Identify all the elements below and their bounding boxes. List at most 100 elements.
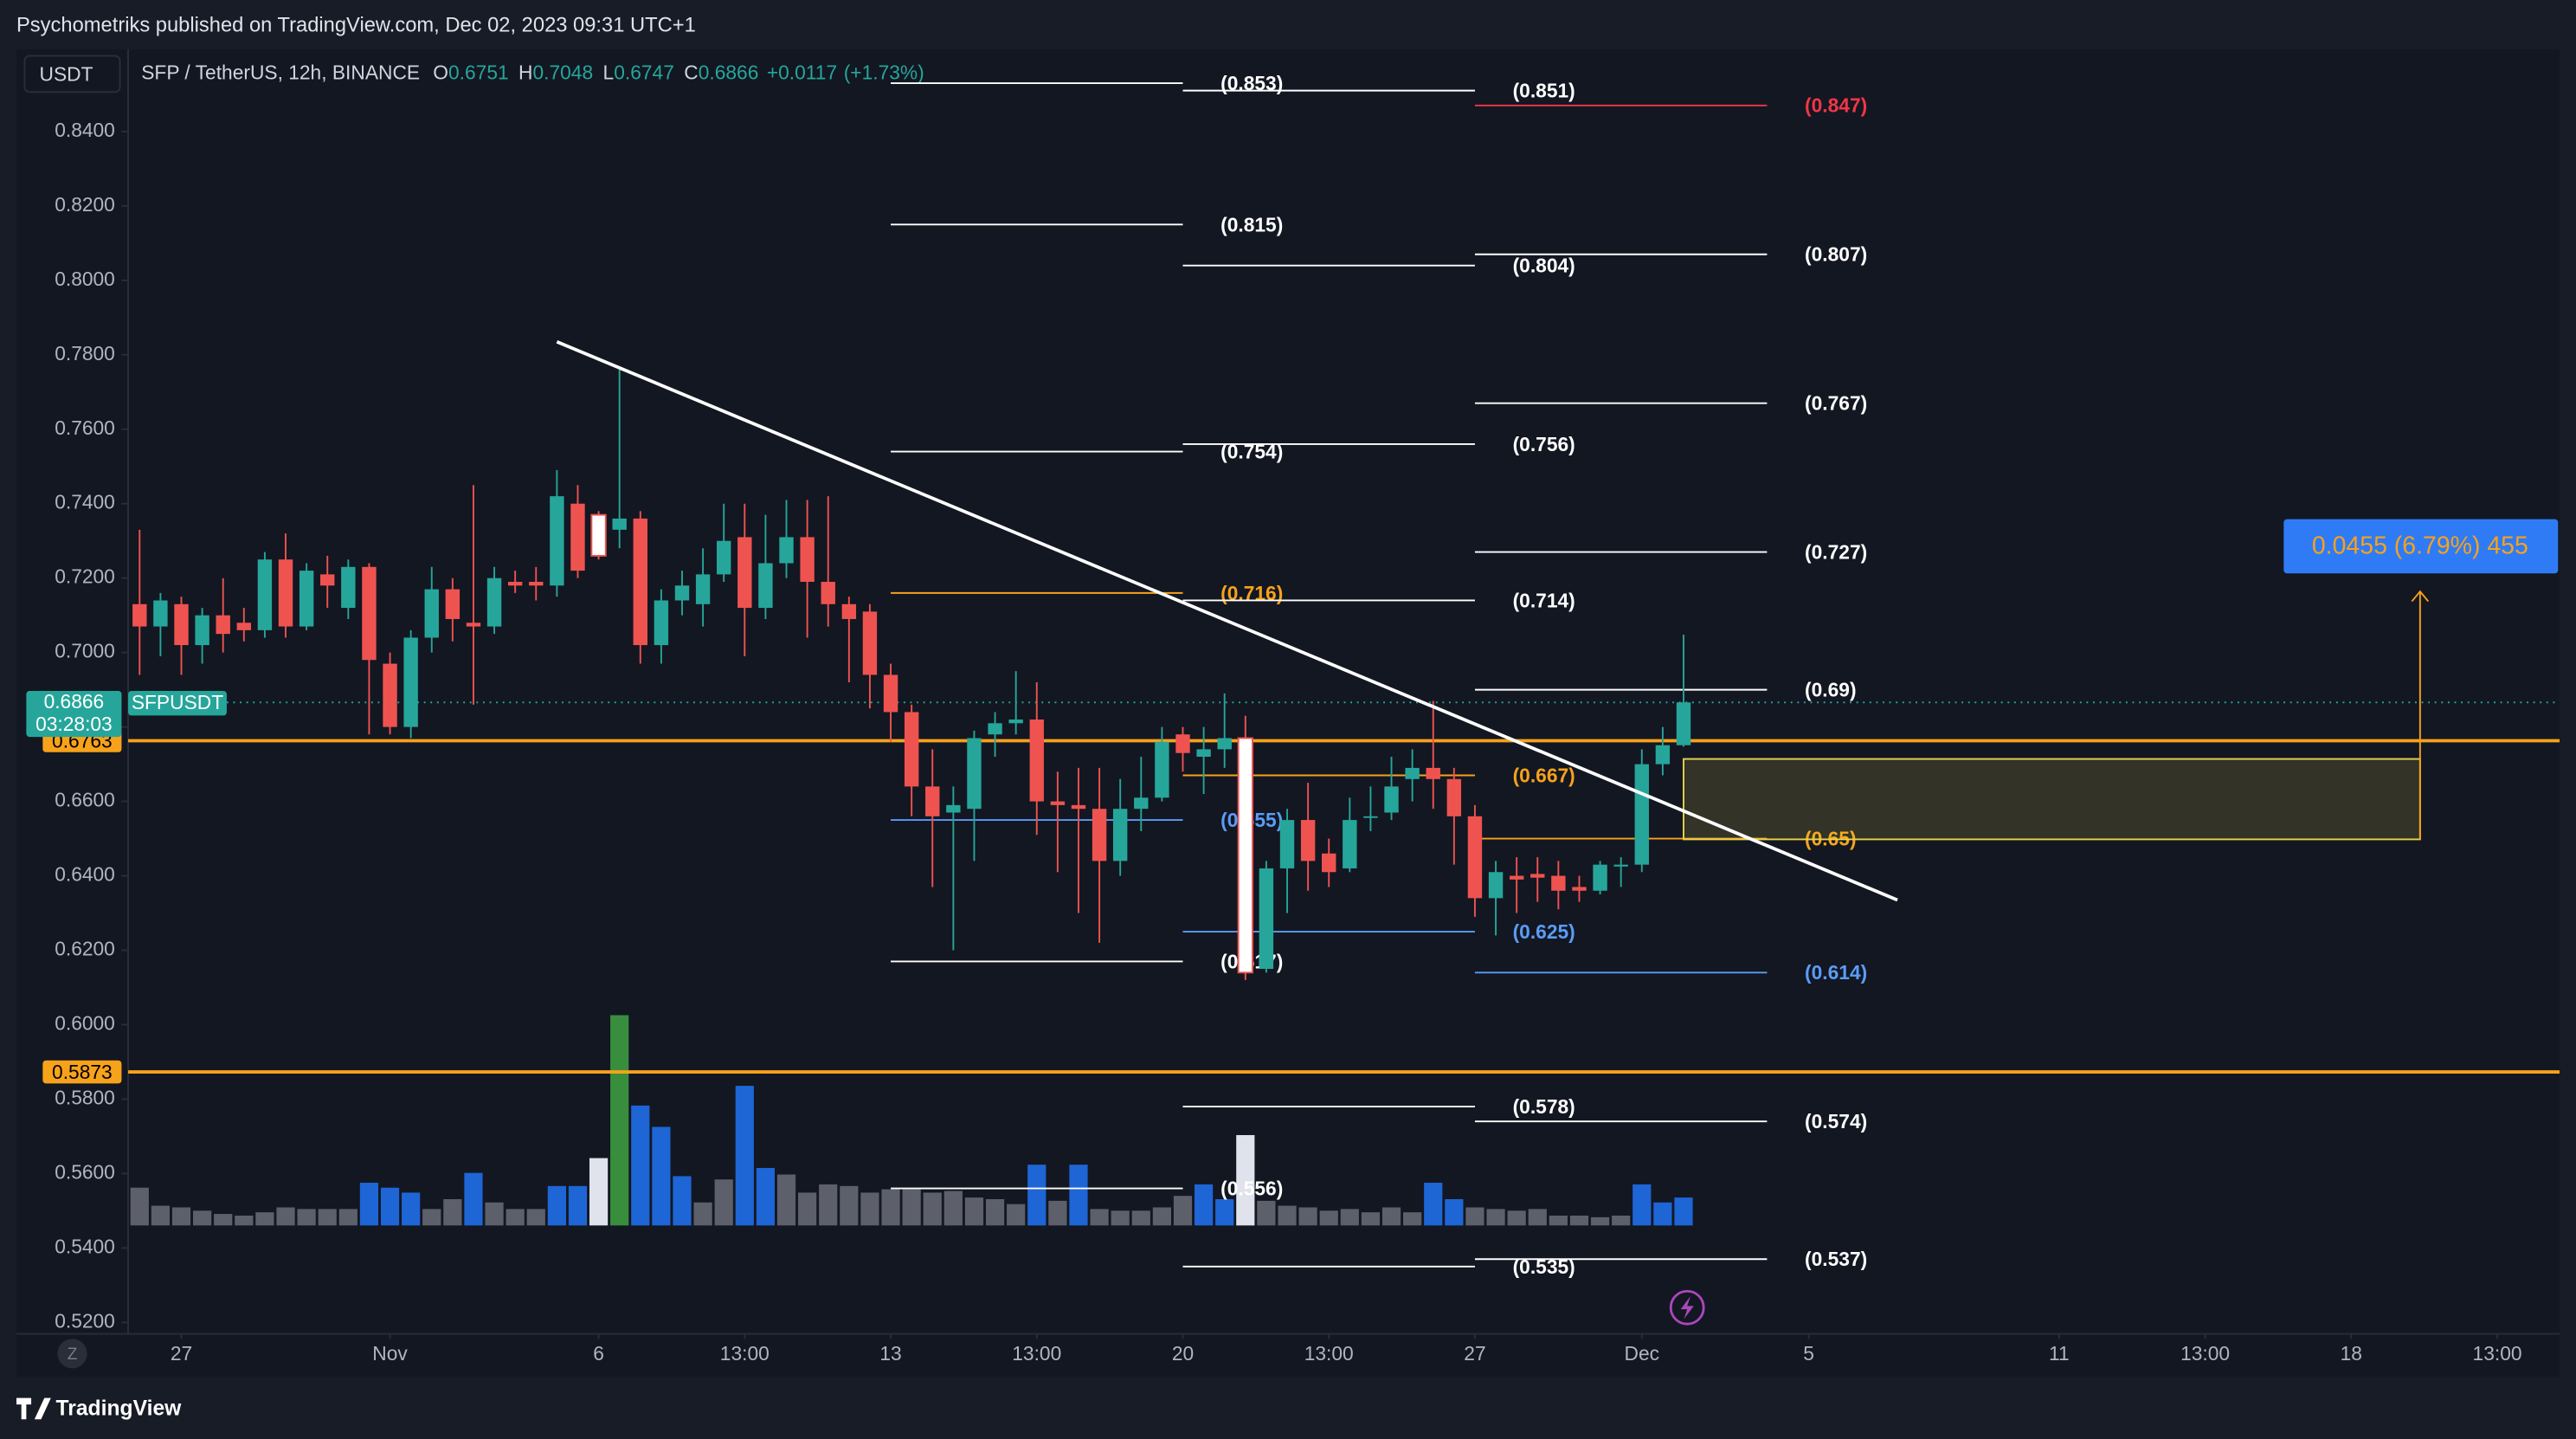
volume-bar bbox=[235, 1215, 254, 1226]
fib-label: (0.69) bbox=[1805, 679, 1856, 701]
measure-arrowhead bbox=[2411, 590, 2430, 603]
volume-bar bbox=[1215, 1199, 1234, 1226]
candle-body bbox=[195, 615, 209, 646]
candle-body bbox=[1071, 804, 1086, 810]
alert-bolt bbox=[1680, 1295, 1694, 1320]
countdown-label: 03:28:03 bbox=[35, 713, 113, 735]
volume-bar bbox=[673, 1176, 692, 1226]
fib-label: (0.667) bbox=[1513, 764, 1575, 786]
volume-bar bbox=[1194, 1184, 1214, 1226]
fib-label: (0.851) bbox=[1513, 80, 1575, 102]
candle-body bbox=[1593, 864, 1607, 891]
volume-bar bbox=[819, 1184, 838, 1226]
candle-body bbox=[925, 786, 940, 816]
volume-bar bbox=[359, 1183, 379, 1226]
last-price-tag bbox=[26, 690, 122, 738]
fib-label: (0.625) bbox=[1513, 920, 1575, 943]
volume-bar bbox=[464, 1172, 483, 1226]
currency-button[interactable] bbox=[23, 55, 121, 94]
volume-bar bbox=[776, 1174, 796, 1226]
volume-bar bbox=[1069, 1165, 1088, 1226]
y-tick-label: 0.8000 bbox=[55, 268, 115, 290]
volume-bar bbox=[151, 1205, 171, 1226]
candle-body bbox=[841, 603, 857, 619]
candle-body bbox=[1446, 778, 1462, 816]
volume-bar bbox=[1048, 1200, 1067, 1226]
candle-body bbox=[904, 712, 919, 787]
volume-bar bbox=[1528, 1209, 1547, 1226]
legend-field-label: H bbox=[518, 61, 532, 83]
candle-body bbox=[737, 537, 752, 609]
x-tick-label: Nov bbox=[372, 1342, 408, 1365]
volume-bar bbox=[1612, 1215, 1631, 1226]
price-tag-label: 0.5873 bbox=[52, 1061, 113, 1083]
fib-label: (0.556) bbox=[1220, 1178, 1283, 1200]
candle-body bbox=[403, 637, 418, 727]
volume-bar bbox=[964, 1197, 984, 1226]
volume-bar bbox=[297, 1209, 316, 1226]
candle-body bbox=[1134, 797, 1149, 810]
candle-body bbox=[1300, 820, 1316, 861]
candle-body bbox=[550, 496, 564, 586]
candle-body bbox=[883, 674, 898, 713]
volume-bar bbox=[1569, 1215, 1589, 1226]
volume-bar bbox=[1111, 1210, 1130, 1226]
candle-body bbox=[946, 804, 961, 813]
candle-body bbox=[1155, 741, 1169, 798]
candle-body bbox=[1196, 749, 1211, 758]
x-tick-label: 13:00 bbox=[1304, 1342, 1354, 1365]
candle-body bbox=[1509, 875, 1524, 880]
candle-body bbox=[507, 581, 523, 586]
zone bbox=[1683, 758, 2421, 841]
volume-bar bbox=[610, 1015, 629, 1226]
x-tick-label: 20 bbox=[1172, 1342, 1194, 1365]
fib-label: (0.767) bbox=[1805, 392, 1867, 415]
candle-body bbox=[717, 540, 731, 575]
volume-bar bbox=[693, 1202, 712, 1226]
fib-label: (0.537) bbox=[1805, 1248, 1867, 1270]
fib-label: (0.727) bbox=[1805, 541, 1867, 564]
candle-body bbox=[862, 611, 878, 675]
zoom-button[interactable] bbox=[57, 1339, 87, 1369]
volume-bar bbox=[130, 1187, 149, 1226]
measure-box bbox=[2283, 519, 2559, 574]
candle-body bbox=[362, 566, 377, 661]
volume-bar bbox=[1027, 1165, 1046, 1226]
symbol-label: SFPUSDT bbox=[132, 691, 223, 713]
alert-icon[interactable] bbox=[1669, 1289, 1705, 1326]
x-tick-label: 27 bbox=[171, 1342, 192, 1365]
volume-bar bbox=[1445, 1199, 1464, 1226]
y-tick-label: 0.5600 bbox=[55, 1160, 115, 1183]
candle-body bbox=[779, 537, 794, 564]
volume-bar bbox=[1236, 1135, 1255, 1226]
volume-bar bbox=[380, 1187, 400, 1226]
legend-field-value: 0.6747 bbox=[614, 61, 674, 83]
volume-bar bbox=[506, 1209, 525, 1226]
volume-bar bbox=[402, 1192, 421, 1226]
brand-logo bbox=[16, 1397, 51, 1420]
candle-body bbox=[821, 581, 835, 604]
volume-bar bbox=[798, 1192, 817, 1226]
candle-body bbox=[383, 663, 397, 727]
y-tick-label: 0.7000 bbox=[55, 640, 115, 662]
y-tick-label: 0.7400 bbox=[55, 491, 115, 513]
publish-header: Psychometriks published on TradingView.c… bbox=[16, 15, 696, 37]
y-tick-label: 0.6600 bbox=[55, 789, 115, 811]
candle-body bbox=[570, 503, 585, 571]
candle-body bbox=[1530, 874, 1545, 878]
candle-body bbox=[1551, 875, 1566, 891]
candle-body bbox=[633, 518, 647, 646]
candle-body bbox=[466, 623, 481, 627]
volume-bar bbox=[568, 1185, 588, 1226]
candle-body bbox=[1008, 720, 1023, 724]
y-tick-label: 0.6000 bbox=[55, 1011, 115, 1034]
x-tick-label: 13:00 bbox=[720, 1342, 770, 1365]
legend-field-label: C bbox=[684, 61, 698, 83]
volume-bar bbox=[1507, 1210, 1526, 1226]
candle-body bbox=[1175, 734, 1190, 753]
candle-body bbox=[590, 513, 607, 557]
volume-bar bbox=[652, 1126, 671, 1226]
candle-body bbox=[445, 589, 460, 619]
last-price-label: 0.6866 bbox=[44, 690, 105, 713]
